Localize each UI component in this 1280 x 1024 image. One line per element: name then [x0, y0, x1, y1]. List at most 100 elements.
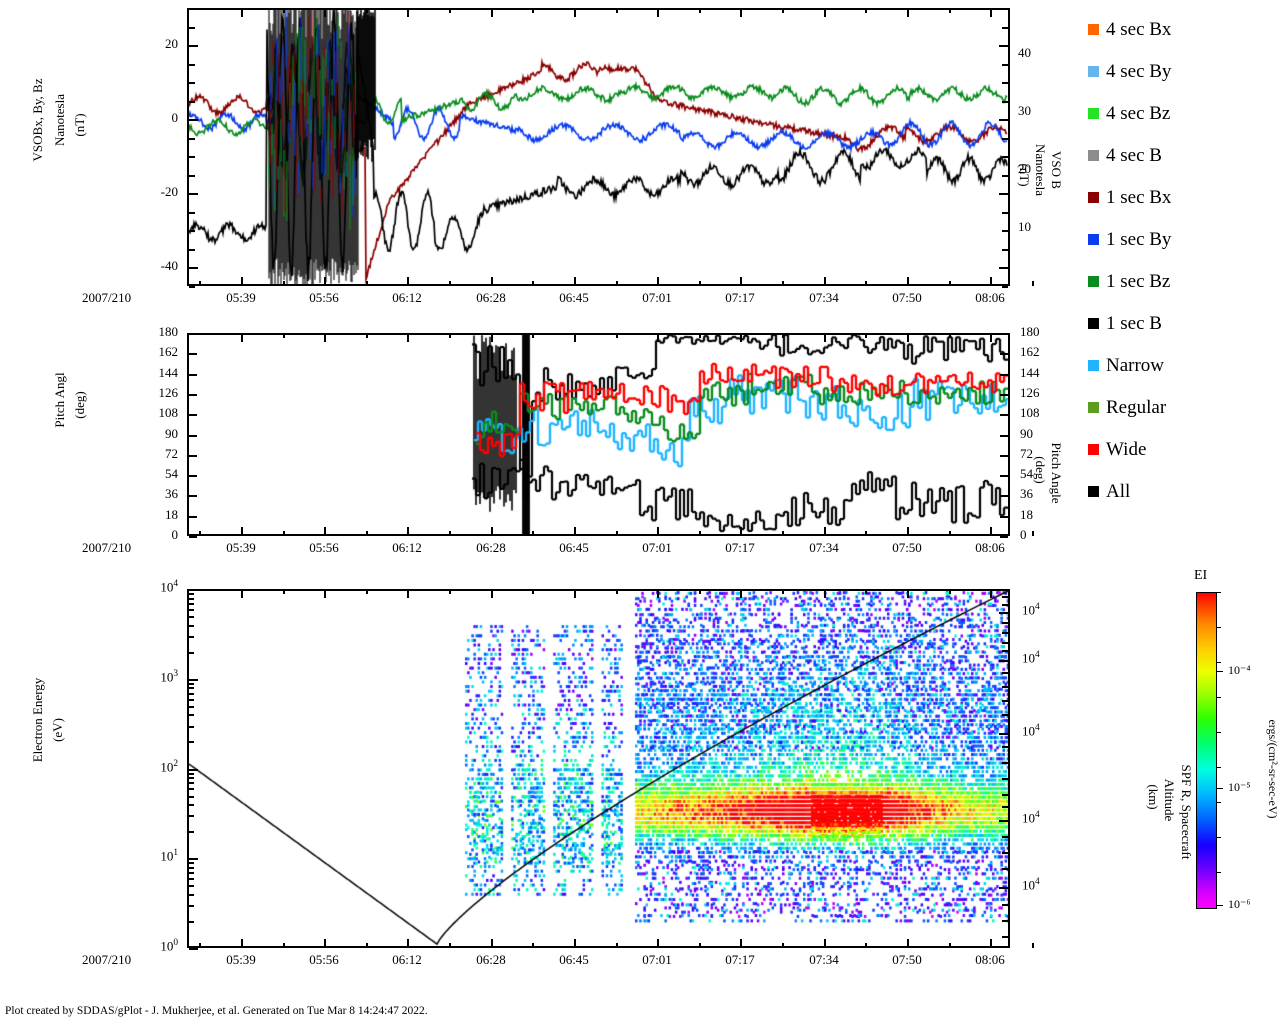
axis-tick-mark [824, 589, 826, 598]
axis-tick-mark [241, 939, 243, 948]
axis-tick-mark [699, 281, 701, 286]
axis-tick-mark [241, 8, 243, 17]
legend-item-narrow[interactable]: Narrow [1088, 344, 1268, 386]
axis-tick-mark [1002, 714, 1008, 716]
axis-tick-mark [491, 589, 493, 598]
panel3-right-axis-title-text: SPF R, Spacecraft [1179, 764, 1194, 860]
axis-tick-mark [574, 333, 576, 342]
axis-tick-mark [1000, 353, 1008, 355]
panel2-left-axis-title: Pitch Angl [52, 320, 68, 480]
axis-tick-mark [949, 943, 951, 948]
panel2-xtick-label: 07:01 [642, 540, 672, 555]
panel3-xtick-label: 07:50 [892, 952, 922, 967]
panel2-right-tick-label: 144 [1020, 364, 1040, 380]
panel1-right-tick-label: 40 [1018, 45, 1031, 61]
figure-caption-text: Plot created by SDDAS/gPlot - J. Mukherj… [5, 1005, 428, 1017]
axis-tick-mark [189, 138, 195, 140]
legend-swatch-icon [1088, 23, 1099, 35]
axis-tick-mark [189, 212, 195, 214]
legend-item-4-sec-bx[interactable]: 4 sec Bx [1088, 8, 1268, 50]
colorbar-title-text: EI [1194, 568, 1208, 583]
legend-label: Narrow [1106, 354, 1165, 376]
colorbar: EI ergs/(cm²-sr-sec-eV) 10⁻⁴ 10⁻⁵ 10⁻⁶ [1194, 568, 1280, 911]
axis-tick-mark [189, 353, 197, 355]
panel3-xtick-label: 06:45 [559, 952, 589, 967]
axis-tick-mark [189, 593, 194, 595]
legend-item-4-sec-b[interactable]: 4 sec B [1088, 134, 1268, 176]
axis-tick-mark [199, 531, 201, 536]
axis-tick-mark [449, 589, 451, 594]
colorbar-tick-label: 10⁻⁵ [1228, 780, 1251, 794]
legend-item-4-sec-by[interactable]: 4 sec By [1088, 50, 1268, 92]
axis-tick-mark [1002, 936, 1008, 938]
axis-tick-mark [865, 943, 867, 948]
axis-tick-mark [189, 286, 195, 288]
legend-item-wide[interactable]: Wide [1088, 428, 1268, 470]
axis-tick-mark [616, 333, 618, 338]
legend-label: 4 sec Bz [1106, 102, 1171, 124]
axis-tick-mark [324, 939, 326, 948]
colorbar-minor-tick [1216, 662, 1221, 663]
panel3-left-tick-label: 100 [160, 938, 178, 954]
colorbar-minor-tick [1216, 592, 1221, 593]
axis-tick-mark [189, 64, 195, 66]
axis-tick-mark [189, 625, 194, 627]
axis-tick-mark [907, 527, 909, 536]
axis-tick-mark [366, 943, 368, 948]
axis-tick-mark [189, 101, 195, 103]
axis-tick-mark [657, 8, 659, 17]
axis-tick-mark [1002, 672, 1008, 674]
axis-tick-mark [189, 948, 198, 950]
axis-tick-mark [189, 598, 194, 600]
axis-tick-mark [366, 333, 368, 338]
panel2-left-tick-label: 54 [165, 466, 178, 482]
panel2-left-axis-unit-text: (deg) [72, 391, 87, 419]
axis-tick-mark [241, 527, 243, 536]
axis-tick-mark [740, 527, 742, 536]
axis-tick-mark [1002, 806, 1008, 808]
axis-tick-mark [657, 277, 659, 286]
axis-tick-mark [532, 531, 534, 536]
legend-item-1-sec-bz[interactable]: 1 sec Bz [1088, 260, 1268, 302]
axis-tick-mark [1000, 333, 1008, 335]
axis-tick-mark [189, 796, 194, 798]
panel2-left-tick-label: 90 [165, 425, 178, 441]
axis-tick-mark [1002, 101, 1008, 103]
axis-tick-mark [657, 527, 659, 536]
legend-label: Regular [1106, 396, 1167, 418]
panel2-xtick-label: 06:45 [559, 540, 589, 555]
axis-tick-mark [199, 281, 201, 286]
axis-tick-mark [491, 277, 493, 286]
legend-item-1-sec-by[interactable]: 1 sec By [1088, 218, 1268, 260]
axis-tick-mark [324, 277, 326, 286]
legend-item-1-sec-bx[interactable]: 1 sec Bx [1088, 176, 1268, 218]
colorbar-minor-tick [1216, 697, 1221, 698]
axis-tick-mark [1002, 836, 1008, 838]
axis-tick-mark [189, 815, 194, 817]
panel1-left-axis-sub: Nanotesla [52, 20, 68, 220]
panel1-xtick-label: 06:28 [476, 290, 506, 305]
legend-item-all[interactable]: All [1088, 470, 1268, 512]
legend-item-regular[interactable]: Regular [1088, 386, 1268, 428]
axis-tick-mark [865, 333, 867, 338]
legend-item-4-sec-bz[interactable]: 4 sec Bz [1088, 92, 1268, 134]
panel2-left-tick-label: 144 [158, 364, 179, 380]
legend-item-1-sec-b[interactable]: 1 sec B [1088, 302, 1268, 344]
axis-tick-mark [189, 609, 194, 611]
axis-tick-mark [1002, 249, 1008, 251]
axis-tick-mark [574, 589, 576, 598]
axis-tick-mark [189, 193, 198, 195]
axis-tick-mark [324, 527, 326, 536]
axis-tick-mark [990, 939, 992, 948]
axis-tick-mark [999, 733, 1008, 735]
axis-tick-mark [949, 333, 951, 338]
legend-swatch-icon [1088, 149, 1099, 161]
panel1-xtick-label: 06:45 [559, 290, 589, 305]
axis-tick-mark [189, 773, 194, 775]
axis-tick-mark [189, 687, 194, 689]
axis-tick-mark [990, 589, 992, 598]
panel1-xtick-label: 07:01 [642, 290, 672, 305]
axis-tick-mark [449, 943, 451, 948]
panel3-xtick-label: 05:39 [226, 952, 256, 967]
legend-label: 1 sec B [1106, 312, 1162, 334]
